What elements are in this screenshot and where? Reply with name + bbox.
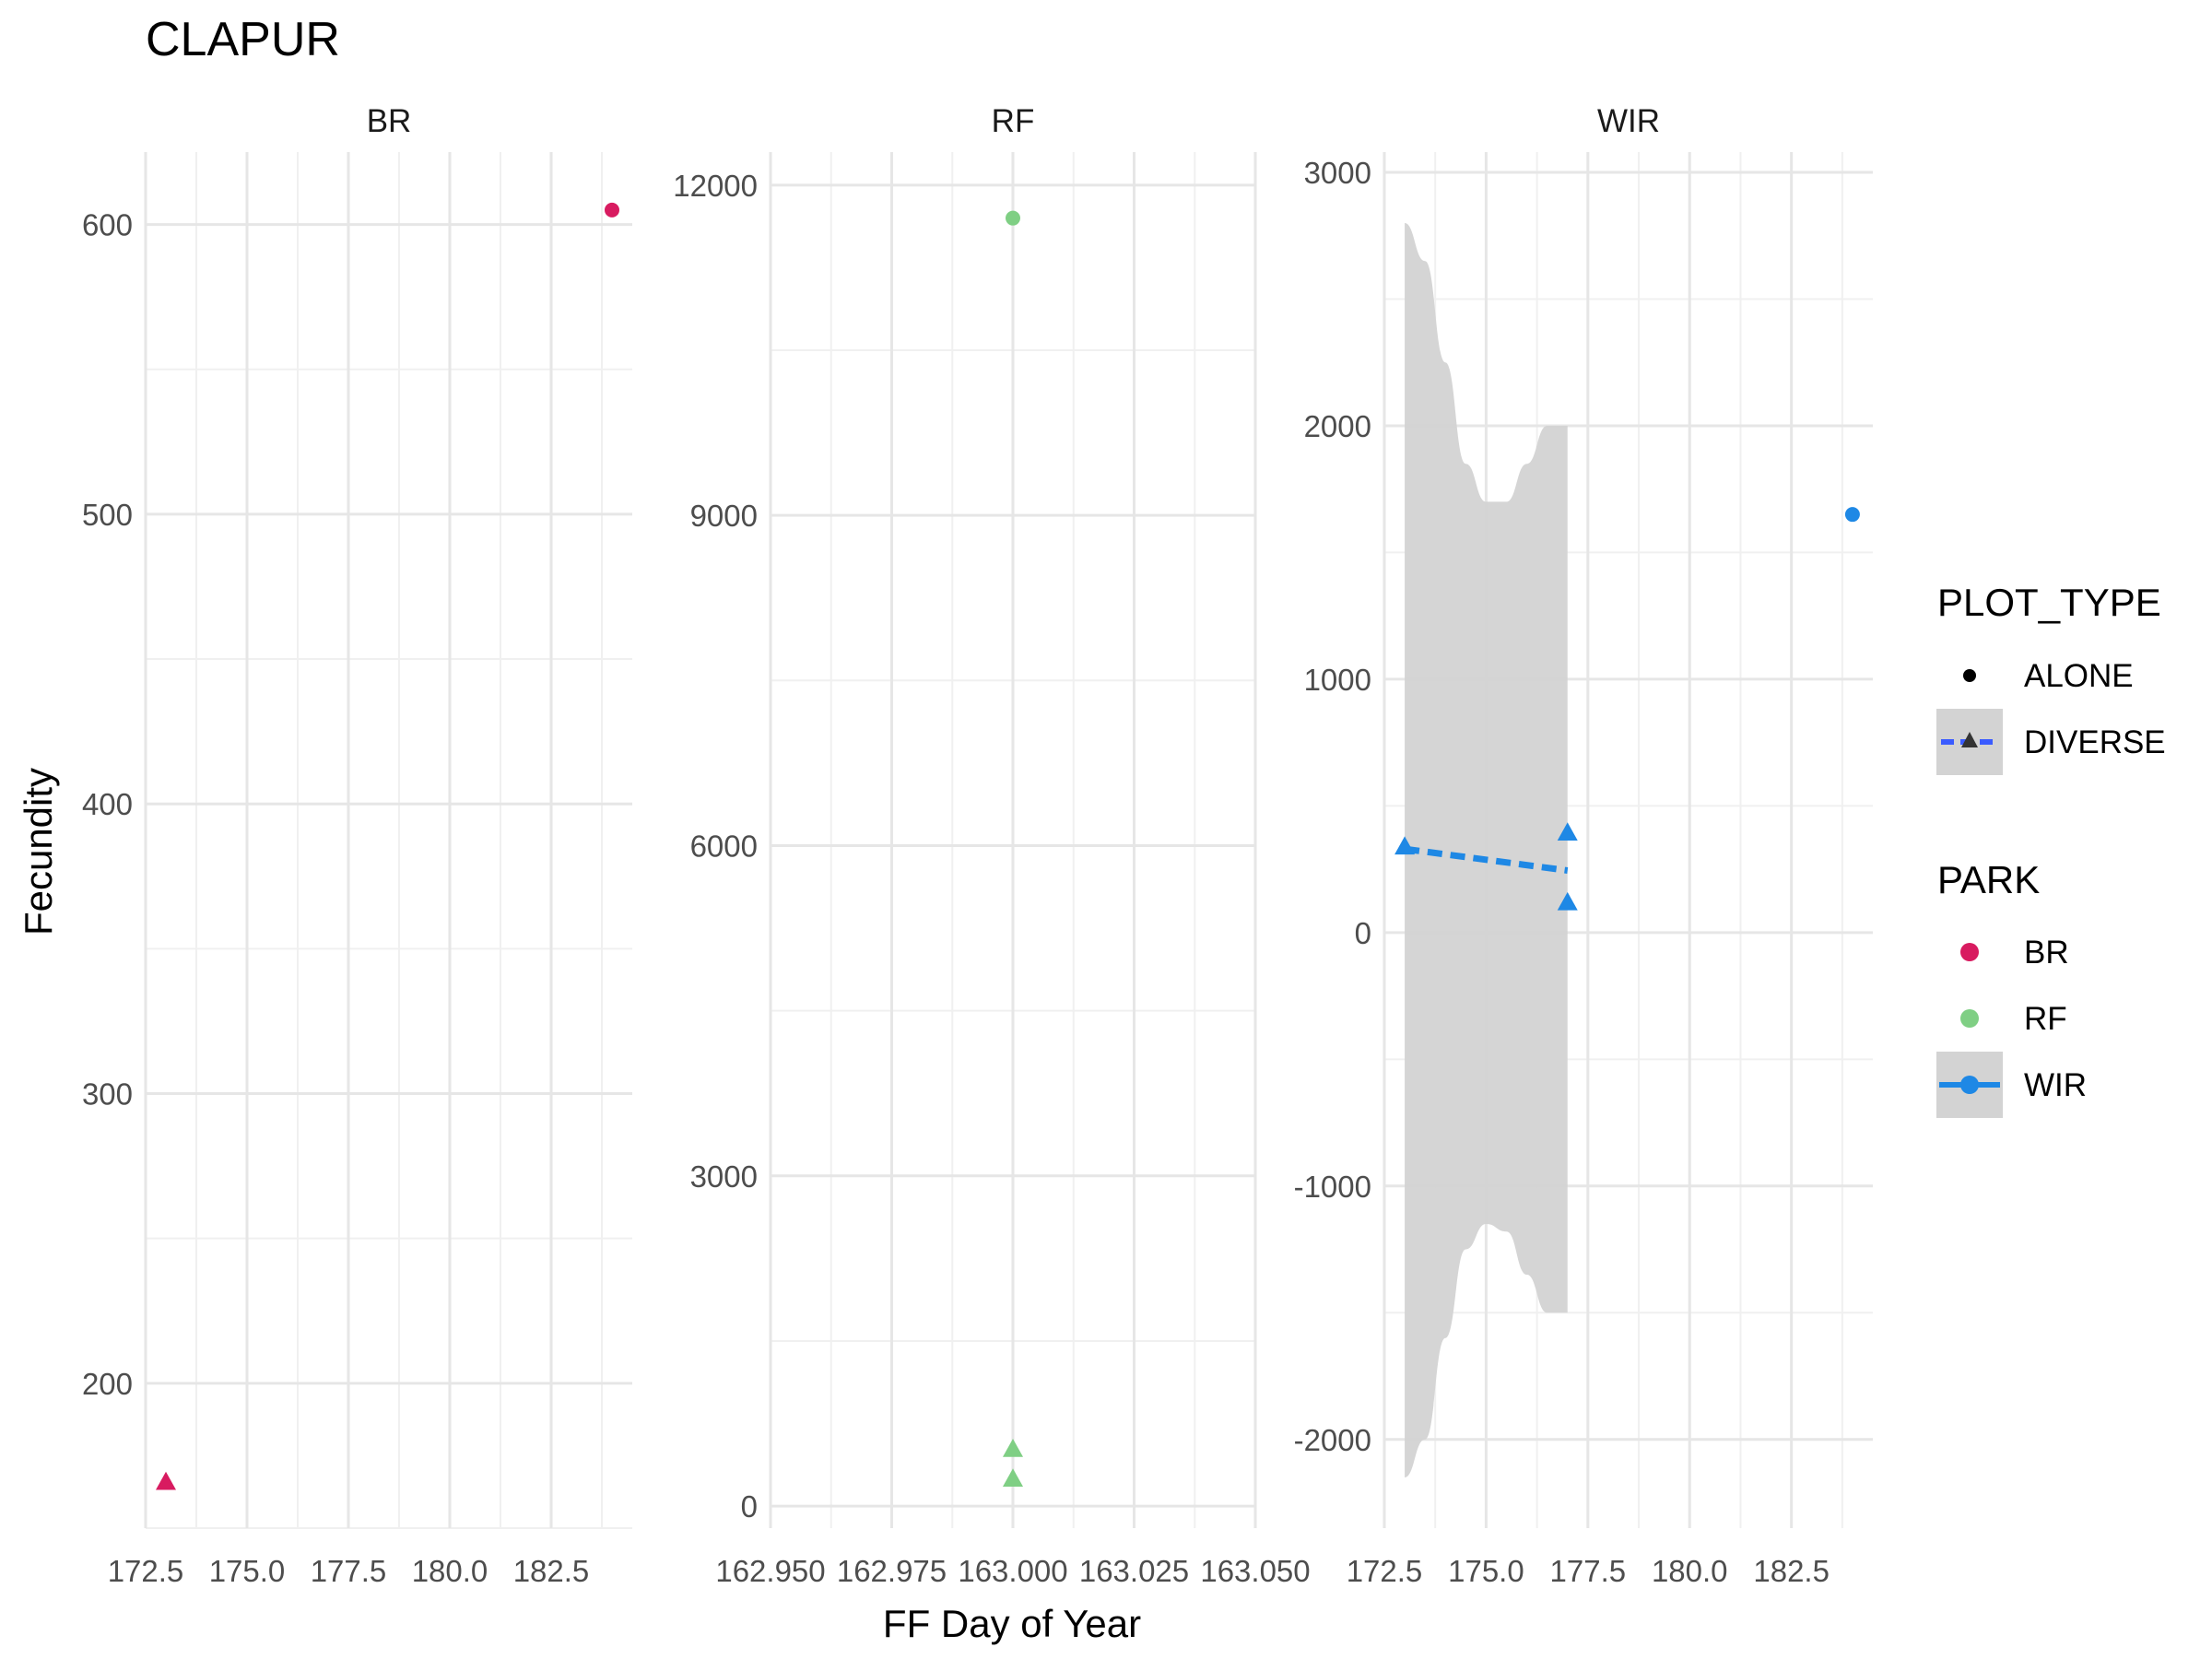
panel-rf: 162.950 162.975 163.000 163.025 163.050 0 3000… bbox=[673, 103, 1310, 1588]
x-tick-label-br: 172.5 bbox=[108, 1554, 184, 1588]
y-tick-label-rf: 12000 bbox=[673, 169, 758, 203]
legend-wir-dot-icon bbox=[1960, 1076, 1979, 1094]
x-tick-label-wir: 182.5 bbox=[1753, 1554, 1830, 1588]
point-wir-diverse-2 bbox=[1557, 822, 1578, 841]
y-tick-label-br: 500 bbox=[82, 498, 133, 532]
y-tick-label-br: 400 bbox=[82, 787, 133, 821]
legend-key-br bbox=[1960, 943, 1979, 961]
point-br-alone-0 bbox=[605, 202, 619, 218]
legend-key-alone bbox=[1963, 669, 1976, 682]
x-tick-label-br: 177.5 bbox=[311, 1554, 387, 1588]
x-tick-label-rf: 163.000 bbox=[958, 1554, 1067, 1588]
point-wir-diverse-3 bbox=[1557, 891, 1578, 911]
point-rf-alone-0 bbox=[1006, 210, 1020, 226]
x-tick-label-br: 182.5 bbox=[513, 1554, 590, 1588]
legend-label-rf: RF bbox=[2024, 1001, 2067, 1037]
x-axis-title: FF Day of Year bbox=[883, 1602, 1141, 1645]
chart-title: CLAPUR bbox=[146, 13, 340, 66]
x-tick-label-rf: 162.975 bbox=[837, 1554, 947, 1588]
y-axis-title: Fecundity bbox=[17, 768, 60, 935]
fit-line-wir bbox=[1404, 845, 1569, 874]
point-rf-diverse-2 bbox=[1003, 1468, 1023, 1488]
x-tick-label-wir: 177.5 bbox=[1550, 1554, 1627, 1588]
x-tick-label-wir: 172.5 bbox=[1347, 1554, 1423, 1588]
y-tick-label-wir: 3000 bbox=[1304, 156, 1371, 190]
x-tick-label-wir: 175.0 bbox=[1448, 1554, 1524, 1588]
y-tick-label-rf: 0 bbox=[741, 1489, 758, 1524]
legend-label-br: BR bbox=[2024, 935, 2069, 971]
panel-wir: 172.5 175.0 177.5 180.0 182.5 -2000 -1000 0 1000… bbox=[1294, 103, 1873, 1588]
point-wir-diverse-1 bbox=[1394, 836, 1416, 855]
confidence-ribbon-wir bbox=[1405, 222, 1568, 1478]
y-tick-label-wir: 1000 bbox=[1304, 663, 1371, 697]
legend-label-diverse: DIVERSE bbox=[2024, 724, 2166, 760]
legend-label-wir: WIR bbox=[2024, 1067, 2087, 1103]
x-tick-label-br: 180.0 bbox=[412, 1554, 488, 1588]
y-tick-label-wir: -2000 bbox=[1294, 1423, 1371, 1457]
facet-strip-label-br: BR bbox=[367, 103, 412, 139]
y-tick-label-rf: 3000 bbox=[690, 1159, 758, 1194]
legend-diverse-triangle-icon bbox=[1961, 732, 1978, 747]
legend-key-wir bbox=[1936, 1052, 2003, 1118]
legend-title-park: PARK bbox=[1937, 858, 2040, 901]
panel-br: 172.5 175.0 177.5 180.0 182.5 200 300 400 500 600… bbox=[82, 103, 632, 1588]
facet-strip-label-wir: WIR bbox=[1597, 103, 1660, 139]
x-tick-label-rf: 162.950 bbox=[715, 1554, 825, 1588]
x-tick-label-rf: 163.050 bbox=[1200, 1554, 1310, 1588]
legend-alone-circle-icon bbox=[1963, 669, 1976, 682]
y-tick-label-br: 600 bbox=[82, 208, 133, 242]
x-tick-label-br: 175.0 bbox=[209, 1554, 286, 1588]
x-tick-label-rf: 163.025 bbox=[1079, 1554, 1189, 1588]
legend-key-rf bbox=[1960, 1009, 1979, 1028]
legend-rf-dot-icon bbox=[1960, 1009, 1979, 1028]
y-tick-label-wir: 0 bbox=[1355, 916, 1371, 950]
legend: PLOT_TYPE ALONE DIVERSE PARK BR RF WIR bbox=[1936, 581, 2166, 1118]
legend-label-alone: ALONE bbox=[2024, 658, 2134, 694]
legend-title-plot-type: PLOT_TYPE bbox=[1937, 581, 2161, 624]
point-br-diverse-1 bbox=[156, 1471, 176, 1490]
y-tick-label-br: 300 bbox=[82, 1077, 133, 1112]
point-rf-diverse-1 bbox=[1003, 1439, 1023, 1457]
y-tick-label-rf: 9000 bbox=[690, 499, 758, 533]
y-tick-label-br: 200 bbox=[82, 1367, 133, 1401]
panels-layer: 172.5 175.0 177.5 180.0 182.5 200 300 400 500 600… bbox=[82, 103, 1873, 1588]
x-tick-label-wir: 180.0 bbox=[1652, 1554, 1728, 1588]
y-tick-label-wir: -1000 bbox=[1294, 1170, 1371, 1204]
y-tick-label-wir: 2000 bbox=[1304, 409, 1371, 443]
point-wir-alone-0 bbox=[1844, 507, 1860, 523]
y-tick-label-rf: 6000 bbox=[690, 829, 758, 863]
facet-strip-label-rf: RF bbox=[992, 103, 1035, 139]
legend-br-dot-icon bbox=[1960, 943, 1979, 961]
legend-key-diverse bbox=[1936, 709, 2003, 775]
